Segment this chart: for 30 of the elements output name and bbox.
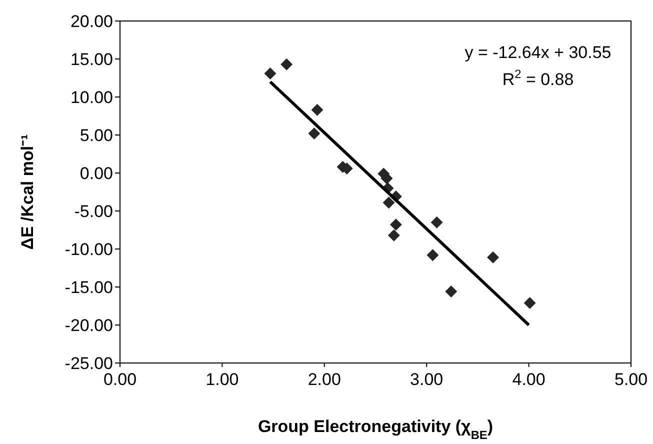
y-tick-label: -10.00	[64, 240, 113, 260]
y-tick-label: -5.00	[74, 202, 113, 222]
x-tick-label: 3.00	[410, 370, 444, 390]
point	[311, 104, 324, 116]
point	[445, 286, 458, 298]
point	[388, 229, 400, 242]
point	[382, 196, 395, 209]
y-axis-title: ΔE /Kcal mol⁻¹	[18, 134, 37, 250]
point	[264, 67, 276, 80]
annotation: R$^{2}$ = 0.88	[502, 67, 574, 89]
y-tick-label: 5.00	[80, 126, 113, 146]
y-tick-label: 10.00	[70, 88, 113, 108]
y-tick-label: 20.00	[70, 12, 113, 32]
y-tick-label: -15.00	[64, 278, 113, 298]
point	[430, 216, 443, 228]
annotation: y = -12.64x + 30.55	[464, 43, 612, 62]
point	[426, 249, 439, 262]
point	[390, 218, 402, 231]
y-tick-label: 15.00	[70, 50, 113, 70]
y-tick-label: -20.00	[64, 316, 113, 336]
x-tick-label: 2.00	[308, 370, 341, 390]
x-axis-title: Group Electronegativity (χ$_{BE}$)	[258, 417, 494, 442]
x-tick-label: 1.00	[206, 370, 239, 390]
point	[487, 251, 500, 264]
x-tick-label: 4.00	[512, 370, 546, 390]
y-tick-label: 0.00	[80, 164, 113, 184]
x-tick-label: 5.00	[614, 370, 648, 390]
point	[524, 296, 536, 309]
point	[280, 58, 293, 70]
point	[308, 127, 320, 140]
